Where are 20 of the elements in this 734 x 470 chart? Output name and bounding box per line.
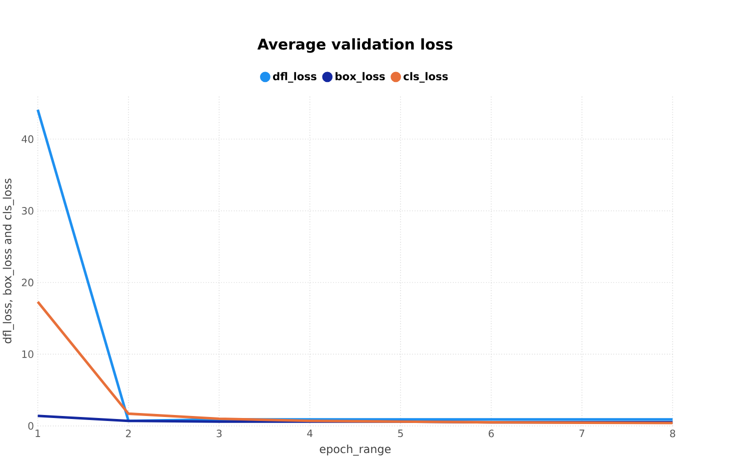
chart-title: Average validation loss xyxy=(257,38,452,53)
legend-label: box_loss xyxy=(336,72,385,83)
x-axis-title: epoch_range xyxy=(320,444,391,456)
y-tick-label: 10 xyxy=(22,350,34,358)
x-tick-label: 6 xyxy=(488,430,494,438)
x-tick-label: 4 xyxy=(307,430,312,438)
x-tick-label: 8 xyxy=(670,430,676,438)
x-tick-label: 2 xyxy=(126,430,131,438)
x-tick-label: 5 xyxy=(398,430,403,438)
y-tick-label: 20 xyxy=(22,278,34,286)
legend-label: cls_loss xyxy=(404,72,448,83)
y-tick-label: 30 xyxy=(22,207,34,215)
x-tick-label: 3 xyxy=(216,430,222,438)
legend-label: dfl_loss xyxy=(273,72,316,83)
x-tick-label: 1 xyxy=(36,430,40,438)
y-tick-label: 40 xyxy=(22,135,34,144)
line-series xyxy=(36,300,674,424)
y-tick-label: 0 xyxy=(28,422,34,430)
y-axis-title: dfl_loss, box_loss and cls_loss xyxy=(2,178,14,344)
x-tick-label: 7 xyxy=(580,430,584,438)
